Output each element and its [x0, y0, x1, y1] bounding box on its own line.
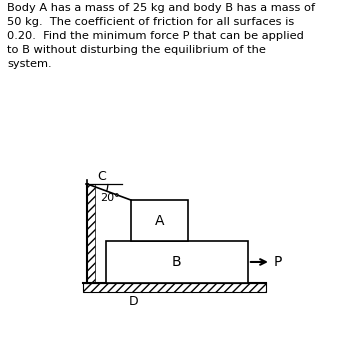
Text: B: B — [172, 255, 182, 269]
Text: 20°: 20° — [100, 193, 120, 203]
Text: P: P — [274, 255, 282, 269]
Bar — [131, 200, 188, 241]
Text: A: A — [155, 214, 164, 228]
Bar — [87, 184, 95, 283]
Bar — [83, 283, 266, 292]
Text: Body A has a mass of 25 kg and body B has a mass of
50 kg.  The coefficient of f: Body A has a mass of 25 kg and body B ha… — [7, 3, 315, 69]
Text: D: D — [128, 295, 138, 308]
Text: C: C — [97, 170, 106, 183]
Bar — [106, 241, 248, 283]
